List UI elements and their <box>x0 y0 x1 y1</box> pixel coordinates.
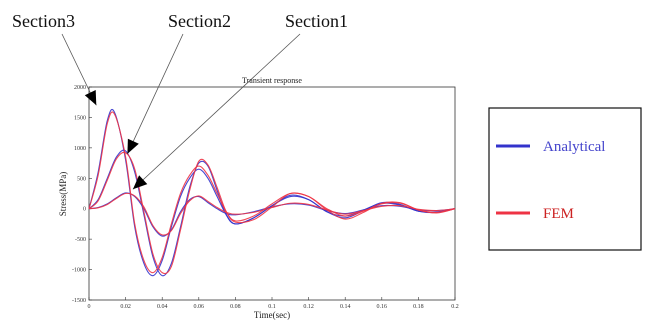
series-layer <box>88 108 456 277</box>
annotation-arrowhead-section1 <box>132 175 148 190</box>
x-tick-label: 0.16 <box>377 304 388 310</box>
chart-title: Transient response <box>242 76 302 85</box>
y-tick-label: 500 <box>77 176 86 182</box>
y-tick-label: -500 <box>75 237 86 243</box>
x-tick-label: 0.06 <box>194 304 205 310</box>
x-axis-label: Time(sec) <box>254 310 290 320</box>
series-line-analytical-section2 <box>88 149 456 277</box>
x-tick-label: 0.08 <box>230 304 241 310</box>
x-tick-label: 0.1 <box>268 304 276 310</box>
x-tick-label: 0.18 <box>413 304 424 310</box>
section3-label: Section3 <box>12 11 75 31</box>
y-tick-label: 1000 <box>74 146 86 152</box>
x-ticks: 0 0.02 0.04 0.06 0.08 0.1 0.12 0.14 0.16 0.18 0.2 <box>88 297 459 310</box>
x-tick-label: 0.2 <box>451 304 459 310</box>
x-tick-label: 0.02 <box>120 304 131 310</box>
legend-frame <box>488 107 642 251</box>
annotation-arrowhead-section2 <box>127 138 139 154</box>
annotation-layer <box>61 33 301 190</box>
plot-area: 0 0.02 0.04 0.06 0.08 0.1 0.12 0.14 0.16 0.18 0.2 … <box>72 85 459 310</box>
x-tick-label: 0.12 <box>303 304 314 310</box>
y-tick-label: -1000 <box>72 268 86 274</box>
y-ticks: -1500 -1000 -500 0 500 1000 1500 2000 <box>72 85 92 304</box>
y-axis-label: Stress(MPa) <box>58 172 68 217</box>
series-line-fem-section1 <box>88 192 456 236</box>
section2-label: Section2 <box>168 11 231 31</box>
legend: Analytical FEM <box>488 107 642 251</box>
y-tick-label: 2000 <box>74 85 86 91</box>
annotation-arrowhead-section3 <box>84 90 97 106</box>
y-tick-label: 0 <box>83 207 86 213</box>
x-tick-label: 0.04 <box>157 304 168 310</box>
legend-label-analytical: Analytical <box>543 139 605 155</box>
x-tick-label: 0.14 <box>340 304 351 310</box>
x-tick-label: 0 <box>88 304 91 310</box>
annotation-pointer-section2 <box>127 33 184 155</box>
y-tick-label: -1500 <box>72 298 86 304</box>
section1-label: Section1 <box>285 11 348 31</box>
y-tick-label: 1500 <box>74 115 86 121</box>
annotation-pointer-section1 <box>132 33 301 190</box>
legend-label-fem: FEM <box>543 206 574 222</box>
